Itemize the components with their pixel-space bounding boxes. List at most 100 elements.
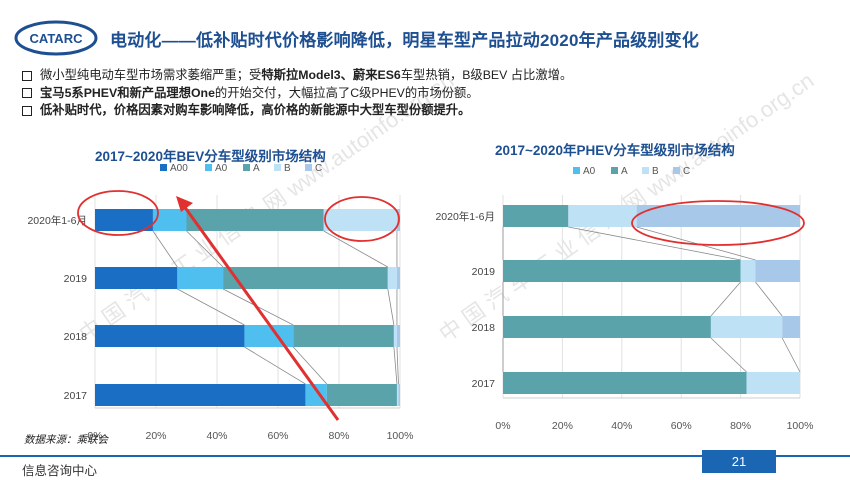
- bar-segment: [95, 325, 245, 347]
- series-connector-line: [292, 346, 328, 385]
- legend-label: A: [621, 166, 628, 177]
- page-number: 21: [702, 450, 776, 473]
- category-label: 2018: [472, 322, 496, 334]
- legend-label: C: [315, 163, 322, 174]
- trend-arrow-line: [182, 205, 340, 421]
- x-tick-label: 20%: [145, 430, 166, 442]
- legend-swatch: [573, 167, 580, 174]
- series-connector-line: [710, 281, 741, 317]
- checkbox-square-icon: [22, 105, 32, 116]
- x-tick-label: 80%: [730, 420, 751, 432]
- series-connector-line: [710, 337, 747, 373]
- series-connector-line: [396, 346, 399, 385]
- bar-segment: [95, 267, 178, 289]
- bar-segment: [396, 267, 400, 289]
- bullet-text: 低补贴时代，价格因素对购车影响降低，高价格的新能源中大型车型份额提升。: [40, 103, 471, 118]
- bar-segment: [95, 209, 153, 231]
- x-tick-label: 40%: [206, 430, 227, 442]
- series-connector-line: [568, 226, 741, 261]
- bullet-text: 车型热销，B级BEV 占比激增。: [400, 68, 573, 82]
- series-connector-line: [186, 230, 224, 268]
- bar-segment: [396, 325, 400, 347]
- legend-label: B: [284, 163, 291, 174]
- bar-segment: [223, 267, 388, 289]
- logo-text: CATARC: [30, 31, 84, 46]
- bar-segment: [503, 205, 569, 227]
- legend-label: A: [253, 163, 260, 174]
- legend-swatch: [205, 164, 212, 171]
- legend-label: A0: [215, 163, 228, 174]
- bar-segment: [152, 209, 187, 231]
- x-tick-label: 80%: [328, 430, 349, 442]
- x-tick-label: 0%: [87, 430, 102, 442]
- bar-segment: [293, 325, 394, 347]
- category-label: 2019: [64, 273, 88, 285]
- series-connector-line: [755, 281, 783, 317]
- bar-segment: [186, 209, 324, 231]
- bar-segment: [740, 260, 756, 282]
- series-connector-line: [387, 288, 395, 326]
- x-tick-label: 20%: [552, 420, 573, 432]
- legend-swatch: [673, 167, 680, 174]
- x-tick-label: 0%: [495, 420, 510, 432]
- page-title: 电动化——低补贴时代价格影响降低，明星车型产品拉动2020年产品级别变化: [110, 31, 700, 50]
- bar-segment: [387, 267, 397, 289]
- bar-segment: [782, 316, 800, 338]
- category-label: 2020年1-6月: [435, 210, 495, 223]
- bullet-item: 宝马5系PHEV和新产品理想One 的开始交付，大幅拉高了C级PHEV的市场份额。: [22, 85, 572, 103]
- series-connector-line: [323, 230, 388, 268]
- bar-segment: [568, 205, 637, 227]
- bar-segment: [636, 205, 800, 227]
- bar-segment: [503, 260, 741, 282]
- category-label: 2019: [472, 266, 496, 278]
- bar-segment: [95, 384, 306, 406]
- phev-chart-title: 2017~2020年PHEV分车型级别市场结构: [495, 143, 735, 158]
- x-tick-label: 100%: [387, 430, 414, 442]
- footer-bar: 信息咨询中心: [0, 455, 850, 480]
- legend-swatch: [243, 164, 250, 171]
- category-label: 2018: [64, 331, 88, 343]
- x-tick-label: 60%: [267, 430, 288, 442]
- bar-segment: [393, 325, 397, 347]
- legend-swatch: [305, 164, 312, 171]
- bar-segment: [503, 372, 747, 394]
- highlight-circle: [631, 200, 805, 246]
- bar-segment: [323, 209, 397, 231]
- data-source: 数据来源：乘联会: [24, 434, 108, 446]
- bullet-item: 低补贴时代，价格因素对购车影响降低，高价格的新能源中大型车型份额提升。: [22, 102, 572, 120]
- bar-segment: [746, 372, 800, 394]
- bullet-list: 微小型纯电动车型市场需求萎缩严重；受 特斯拉Model3、蔚来ES6 车型热销，B级…: [22, 67, 572, 120]
- category-label: 2017: [64, 390, 88, 402]
- checkbox-square-icon: [22, 70, 32, 81]
- arrow-head-icon: [176, 196, 193, 212]
- legend-label: A00: [170, 163, 188, 174]
- footer-text: 信息咨询中心: [22, 464, 98, 478]
- bullet-text: 特斯拉Model3、蔚来ES6: [261, 68, 401, 82]
- bullet-text: 宝马5系PHEV和新产品理想One: [40, 85, 215, 100]
- highlight-circle: [77, 190, 159, 236]
- category-label: 2017: [472, 378, 496, 390]
- bullet-text: 微小型纯电动车型市场需求萎缩严重；受: [40, 68, 262, 82]
- series-connector-line: [781, 337, 801, 373]
- legend-swatch: [611, 167, 618, 174]
- catarc-logo: CATARC: [14, 20, 98, 56]
- x-tick-label: 40%: [611, 420, 632, 432]
- legend-swatch: [160, 164, 167, 171]
- x-tick-label: 60%: [671, 420, 692, 432]
- legend-label: C: [683, 166, 690, 177]
- bar-segment: [398, 384, 400, 406]
- series-connector-line: [244, 346, 306, 385]
- bullet-item: 微小型纯电动车型市场需求萎缩严重；受 特斯拉Model3、蔚来ES6 车型热销，B级…: [22, 67, 572, 85]
- bev-chart-title: 2017~2020年BEV分车型级别市场结构: [95, 149, 326, 164]
- bar-segment: [503, 316, 711, 338]
- x-tick-label: 100%: [787, 420, 814, 432]
- legend-swatch: [642, 167, 649, 174]
- bar-segment: [305, 384, 327, 406]
- bar-segment: [244, 325, 294, 347]
- bar-segment: [177, 267, 224, 289]
- bullet-text: 的开始交付，大幅拉高了C级PHEV的市场份额。: [214, 85, 479, 100]
- legend-swatch: [274, 164, 281, 171]
- checkbox-square-icon: [22, 88, 32, 99]
- legend-label: B: [652, 166, 659, 177]
- legend-label: A0: [583, 166, 596, 177]
